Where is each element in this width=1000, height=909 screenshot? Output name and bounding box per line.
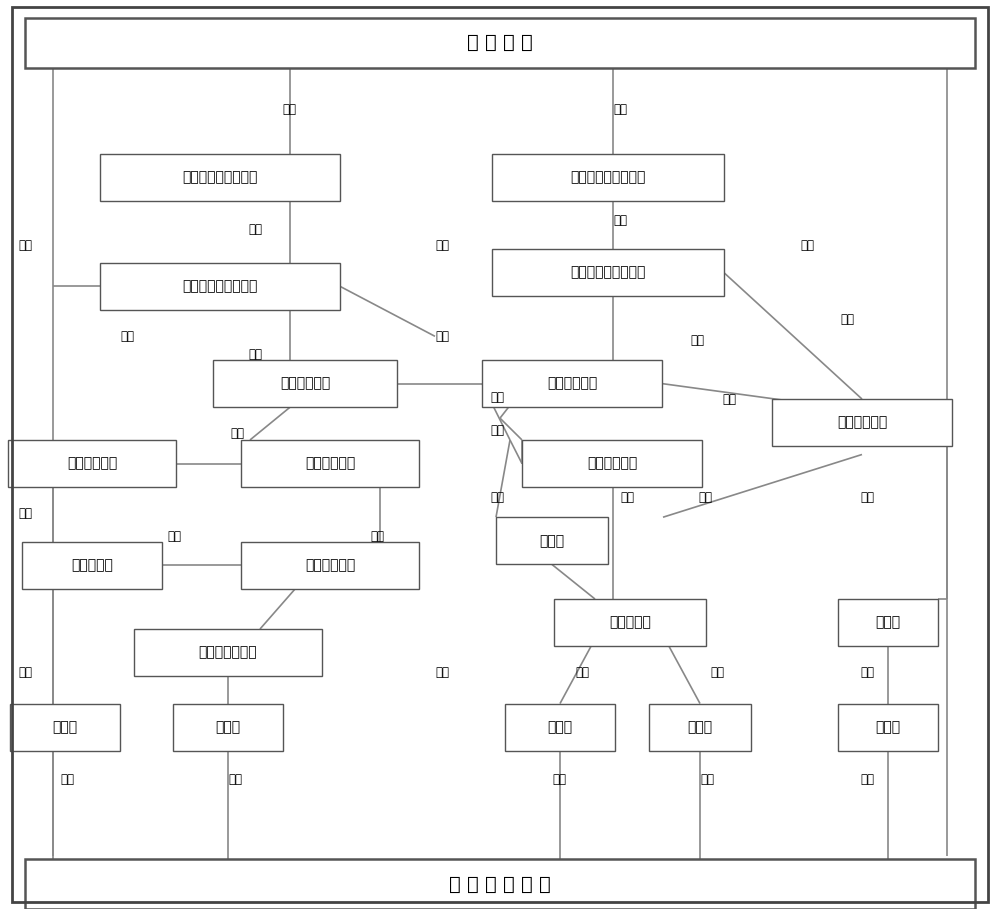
Text: 滚动: 滚动	[700, 773, 714, 785]
FancyBboxPatch shape	[772, 399, 952, 446]
Text: 转动: 转动	[230, 427, 244, 440]
Text: 飞 机 机 身: 飞 机 机 身	[467, 34, 533, 52]
Text: 转动: 转动	[167, 530, 181, 543]
Text: 滑动: 滑动	[18, 507, 32, 520]
Text: 牵制杆: 牵制杆	[539, 534, 565, 548]
Text: 主起落架斜撑杆外筒: 主起落架斜撑杆外筒	[182, 170, 258, 185]
Text: 滚动: 滚动	[228, 773, 242, 785]
Text: 转动: 转动	[722, 394, 736, 406]
Text: 转动: 转动	[698, 491, 712, 504]
Text: 主起活塞杆: 主起活塞杆	[71, 558, 113, 573]
FancyBboxPatch shape	[492, 249, 724, 296]
FancyBboxPatch shape	[25, 18, 975, 68]
FancyBboxPatch shape	[22, 542, 162, 589]
Text: 转动: 转动	[690, 335, 704, 347]
FancyBboxPatch shape	[838, 599, 938, 646]
Text: 右主轮: 右主轮	[52, 720, 78, 734]
FancyBboxPatch shape	[241, 440, 419, 487]
Text: 转动: 转动	[860, 491, 874, 504]
Text: 前起落架斜撑杆外筒: 前起落架斜撑杆外筒	[570, 170, 646, 185]
Text: 左主轮: 左主轮	[215, 720, 241, 734]
Text: 前起上扭力臂: 前起上扭力臂	[547, 376, 597, 391]
FancyBboxPatch shape	[492, 154, 724, 201]
FancyBboxPatch shape	[100, 263, 340, 310]
Text: 转动: 转动	[282, 103, 296, 115]
Text: 主起落架斜撑杆内筒: 主起落架斜撑杆内筒	[182, 279, 258, 294]
Text: 转动: 转动	[435, 330, 449, 343]
Text: 转动: 转动	[840, 314, 854, 326]
Text: 转动: 转动	[18, 666, 32, 679]
Text: 转动: 转动	[18, 239, 32, 252]
Text: 航 母 飞 行 甲 板: 航 母 飞 行 甲 板	[449, 875, 551, 894]
Text: 转动: 转动	[575, 666, 589, 679]
FancyBboxPatch shape	[496, 517, 608, 564]
Text: 转动: 转动	[613, 103, 627, 115]
FancyBboxPatch shape	[134, 629, 322, 676]
FancyBboxPatch shape	[100, 154, 340, 201]
Text: 前起活塞杆: 前起活塞杆	[609, 615, 651, 630]
Text: 转动: 转动	[620, 491, 634, 504]
Text: 滚动: 滚动	[60, 773, 74, 785]
Text: 转动: 转动	[860, 666, 874, 679]
Text: 牵引车: 牵引车	[875, 720, 901, 734]
Text: 前起下扭力臂: 前起下扭力臂	[587, 456, 637, 471]
Text: 转动: 转动	[490, 425, 504, 437]
FancyBboxPatch shape	[25, 860, 975, 909]
Text: 右前轮: 右前轮	[547, 720, 573, 734]
FancyBboxPatch shape	[241, 542, 419, 589]
FancyBboxPatch shape	[554, 599, 706, 646]
FancyBboxPatch shape	[482, 360, 662, 407]
Text: 滑动: 滑动	[248, 224, 262, 236]
Text: 转动: 转动	[710, 666, 724, 679]
FancyBboxPatch shape	[173, 704, 283, 751]
Text: 转动: 转动	[248, 348, 262, 361]
Text: 前起落架斜撑杆内筒: 前起落架斜撑杆内筒	[570, 265, 646, 280]
Text: 主起下扭力臂: 主起下扭力臂	[305, 558, 355, 573]
Text: 以上同右主轮略: 以上同右主轮略	[199, 645, 257, 660]
Text: 转动: 转动	[435, 666, 449, 679]
FancyBboxPatch shape	[522, 440, 702, 487]
FancyBboxPatch shape	[8, 440, 176, 487]
FancyBboxPatch shape	[212, 360, 397, 407]
Text: 左前轮: 左前轮	[687, 720, 713, 734]
Text: 转动: 转动	[370, 530, 384, 543]
Text: 转动: 转动	[120, 330, 134, 343]
Text: 主起落架外筒: 主起落架外筒	[67, 456, 117, 471]
Text: 主起落架撑杆: 主起落架撑杆	[280, 376, 330, 391]
FancyBboxPatch shape	[505, 704, 615, 751]
Text: 主起上扭力臂: 主起上扭力臂	[305, 456, 355, 471]
Text: 转动: 转动	[800, 239, 814, 252]
FancyBboxPatch shape	[10, 704, 120, 751]
Text: 转动: 转动	[490, 391, 504, 404]
Text: 弹射杆: 弹射杆	[875, 615, 901, 630]
Text: 滑动: 滑动	[613, 215, 627, 227]
Text: 转动: 转动	[490, 491, 504, 504]
Text: 滑动: 滑动	[860, 773, 874, 785]
FancyBboxPatch shape	[838, 704, 938, 751]
Text: 前起落架外筒: 前起落架外筒	[837, 415, 887, 430]
Text: 滚动: 滚动	[552, 773, 566, 785]
FancyBboxPatch shape	[649, 704, 751, 751]
Text: 转动: 转动	[435, 239, 449, 252]
